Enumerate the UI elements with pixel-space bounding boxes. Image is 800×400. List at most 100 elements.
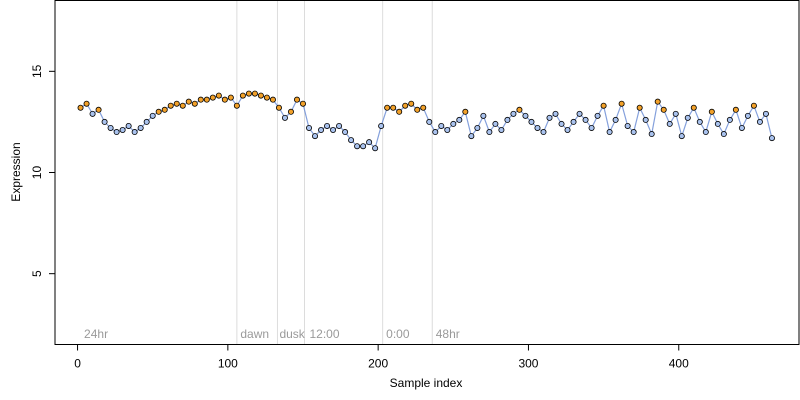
data-point [690,104,697,111]
fitted-line [80,93,773,150]
data-point [107,124,114,131]
data-point [450,120,457,127]
data-point [390,104,397,111]
data-point [354,143,361,150]
data-point [83,100,90,107]
data-point [528,118,535,125]
data-point [642,116,649,123]
data-point [666,120,673,127]
phase-label: dawn [240,327,269,341]
data-point [318,127,325,134]
data-point [714,120,721,127]
data-point [552,110,559,117]
data-point [594,112,601,119]
data-point [203,96,210,103]
data-point [281,114,288,121]
data-point [143,118,150,125]
data-point [372,145,379,152]
x-tick-label: 200 [368,357,388,371]
data-point [606,129,613,136]
data-point [342,129,349,136]
data-point [726,116,733,123]
data-point [414,106,421,113]
data-point [438,122,445,129]
data-point [744,112,751,119]
data-point [209,94,216,101]
data-point [420,104,427,111]
data-point [233,102,240,109]
data-point [636,104,643,111]
data-points [77,90,775,152]
data-point [348,137,355,144]
data-point [534,124,541,131]
data-point [197,96,204,103]
data-point [227,94,234,101]
data-point [287,108,294,115]
y-tick-label: 15 [30,64,44,78]
data-point [570,118,577,125]
data-point [684,114,691,121]
data-point [510,110,517,117]
data-point [564,127,571,134]
phase-label: 48hr [436,327,460,341]
data-point [257,92,264,99]
phase-label: dusk [279,327,305,341]
data-point [293,96,300,103]
data-point [618,100,625,107]
data-point [732,106,739,113]
data-point [756,118,763,125]
data-point [492,120,499,127]
data-point [312,133,319,140]
data-point [299,100,306,107]
data-point [444,127,451,134]
data-point [504,116,511,123]
data-point [426,118,433,125]
data-point [762,110,769,117]
data-point [113,129,120,136]
data-point [191,100,198,107]
phase-label: 24hr [84,327,108,341]
x-axis-title: Sample index [390,376,463,390]
data-point [456,116,463,123]
y-tick-label: 5 [30,270,44,277]
phase-label: 0:00 [386,327,410,341]
data-point [366,139,373,146]
data-point [149,112,156,119]
data-point [179,102,186,109]
data-point [498,127,505,134]
data-point [131,129,138,136]
data-point [155,108,162,115]
data-point [522,112,529,119]
data-point [263,94,270,101]
data-point [221,96,228,103]
data-point [324,122,331,129]
phase-labels: 24hr dawn dusk 12:00 0:00 48hr [84,327,460,341]
data-point [516,106,523,113]
y-tick-label: 10 [30,166,44,180]
data-point [672,110,679,117]
y-axis: 5 10 15 [30,64,55,277]
data-point [384,104,391,111]
data-point [540,129,547,136]
data-point [678,133,685,140]
data-point [708,108,715,115]
data-point [330,127,337,134]
data-point [738,124,745,131]
data-point [167,102,174,109]
data-point [360,143,367,150]
data-point [161,106,168,113]
plot-frame [54,0,800,345]
data-point [432,129,439,136]
data-point [480,112,487,119]
data-point [185,98,192,105]
phase-lines [236,0,433,345]
x-tick-label: 300 [518,357,538,371]
x-tick-label: 100 [218,357,238,371]
data-point [462,108,469,115]
data-point [648,131,655,138]
data-point [251,90,258,97]
data-point [173,100,180,107]
data-point [77,104,84,111]
data-point [696,118,703,125]
